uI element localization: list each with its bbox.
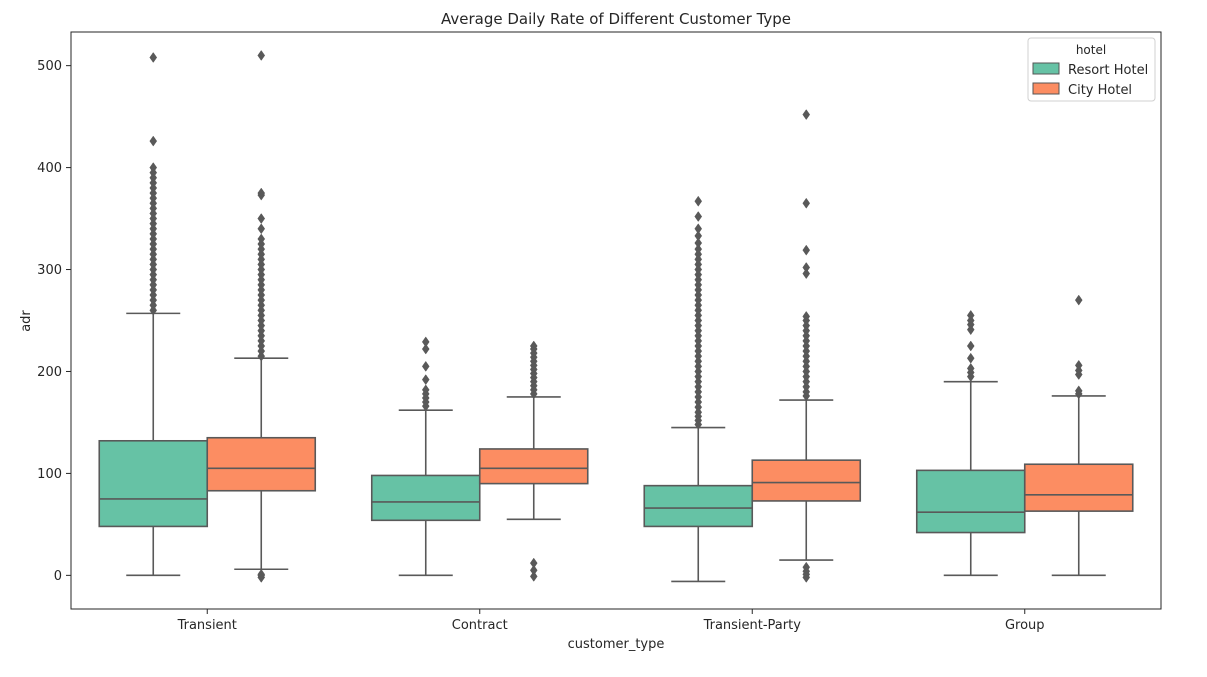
outlier-point bbox=[529, 340, 538, 352]
x-tick-label: Group bbox=[1005, 618, 1045, 633]
box bbox=[98, 439, 209, 528]
outlier-point bbox=[149, 162, 158, 174]
outlier-point bbox=[257, 233, 266, 245]
outlier-point bbox=[257, 50, 266, 61]
outlier-point bbox=[257, 187, 266, 199]
box bbox=[751, 459, 862, 502]
y-axis-label: adr bbox=[19, 310, 34, 332]
outlier-point bbox=[149, 52, 158, 63]
outlier-point bbox=[257, 213, 266, 224]
y-tick-label: 200 bbox=[37, 365, 62, 380]
outlier-point bbox=[257, 568, 266, 580]
legend-label-city: City Hotel bbox=[1068, 83, 1132, 98]
outlier-point bbox=[694, 230, 703, 242]
box bbox=[915, 469, 1026, 534]
outlier-point bbox=[1074, 385, 1083, 397]
y-tick-label: 400 bbox=[37, 161, 62, 176]
outlier-point bbox=[421, 374, 430, 386]
y-tick-label: 300 bbox=[37, 263, 62, 278]
outlier-point bbox=[802, 268, 811, 280]
legend: hotel Resort Hotel City Hotel bbox=[1027, 37, 1156, 102]
outlier-point bbox=[694, 243, 703, 255]
outlier-point bbox=[966, 309, 975, 321]
outlier-point bbox=[966, 362, 975, 374]
outlier-point bbox=[802, 262, 811, 273]
outlier-point bbox=[802, 310, 811, 322]
x-axis-label: customer_type bbox=[568, 637, 665, 652]
box bbox=[478, 448, 589, 485]
outlier-point bbox=[694, 195, 703, 207]
legend-swatch-city bbox=[1032, 82, 1060, 95]
outlier-point bbox=[529, 570, 538, 582]
y-tick-label: 0 bbox=[54, 569, 62, 584]
outlier-point bbox=[149, 135, 158, 147]
outlier-point bbox=[421, 360, 430, 372]
legend-label-resort: Resort Hotel bbox=[1068, 63, 1148, 78]
outlier-point bbox=[802, 197, 811, 209]
box bbox=[370, 474, 481, 522]
chart-title: Average Daily Rate of Different Customer… bbox=[441, 10, 791, 28]
box bbox=[206, 436, 317, 492]
x-tick-label: Transient-Party bbox=[703, 618, 802, 633]
outlier-point bbox=[257, 223, 266, 235]
outlier-point bbox=[966, 340, 975, 352]
outlier-point bbox=[802, 561, 811, 573]
y-tick-label: 100 bbox=[37, 467, 62, 482]
outlier-point bbox=[529, 557, 538, 569]
outlier-point bbox=[694, 237, 703, 249]
box bbox=[643, 484, 754, 528]
outlier-point bbox=[694, 211, 703, 222]
legend-frame bbox=[1027, 37, 1156, 102]
outlier-point bbox=[802, 109, 811, 121]
outlier-point bbox=[694, 223, 703, 235]
plot-area: 0 100 200 300 400 500 Transient Contract Transie… bbox=[37, 50, 1134, 633]
outlier-point bbox=[421, 384, 430, 396]
outlier-point bbox=[529, 564, 538, 576]
outlier-point bbox=[1074, 359, 1083, 371]
outlier-point bbox=[421, 336, 430, 348]
legend-title: hotel bbox=[1076, 43, 1106, 57]
x-tick-label: Contract bbox=[452, 618, 508, 633]
outlier-point bbox=[1074, 294, 1083, 306]
y-tick-label: 500 bbox=[37, 59, 62, 74]
legend-swatch-resort bbox=[1032, 62, 1060, 75]
axes-frame bbox=[70, 31, 1162, 610]
outlier-point bbox=[421, 343, 430, 355]
x-tick-label: Transient bbox=[177, 618, 237, 633]
outlier-point bbox=[802, 244, 811, 256]
box bbox=[1023, 463, 1134, 512]
outlier-point bbox=[966, 352, 975, 364]
